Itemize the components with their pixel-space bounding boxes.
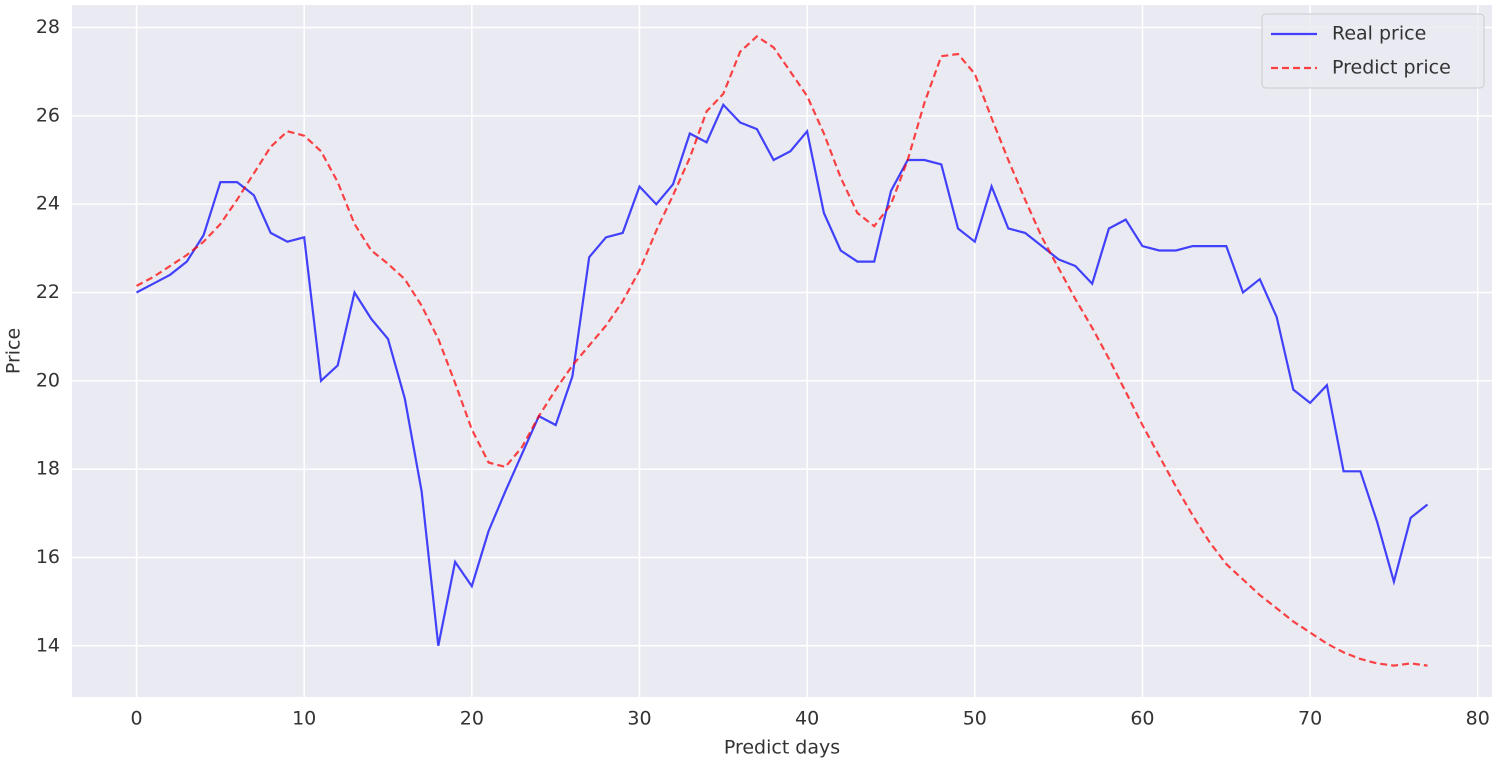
- legend-label: Predict price: [1332, 57, 1451, 79]
- legend-box: [1261, 13, 1485, 89]
- x-tick-label: 50: [963, 708, 987, 730]
- y-tick-label: 16: [36, 546, 60, 568]
- x-tick-label: 60: [1130, 708, 1154, 730]
- y-tick-label: 22: [36, 281, 60, 303]
- x-axis-label: Predict days: [724, 737, 840, 759]
- plot-area: [72, 5, 1492, 697]
- y-tick-label: 28: [36, 16, 60, 38]
- y-tick-label: 18: [36, 458, 60, 480]
- x-tick-label: 30: [627, 708, 651, 730]
- y-tick-label: 26: [36, 104, 60, 126]
- legend-label: Real price: [1332, 23, 1426, 45]
- y-tick-label: 24: [36, 193, 60, 215]
- line-series: [135, 102, 1429, 647]
- x-tick-label: 70: [1298, 708, 1322, 730]
- x-tick-label: 10: [292, 708, 316, 730]
- y-tick-label: 14: [36, 634, 60, 656]
- x-tick-label: 0: [130, 708, 142, 730]
- y-axis-label: Price: [3, 328, 25, 374]
- x-tick-label: 40: [795, 708, 819, 730]
- x-tick-label: 20: [460, 708, 484, 730]
- y-tick-label: 20: [36, 369, 60, 391]
- x-tick-label: 80: [1466, 708, 1490, 730]
- line-series: [135, 35, 1428, 667]
